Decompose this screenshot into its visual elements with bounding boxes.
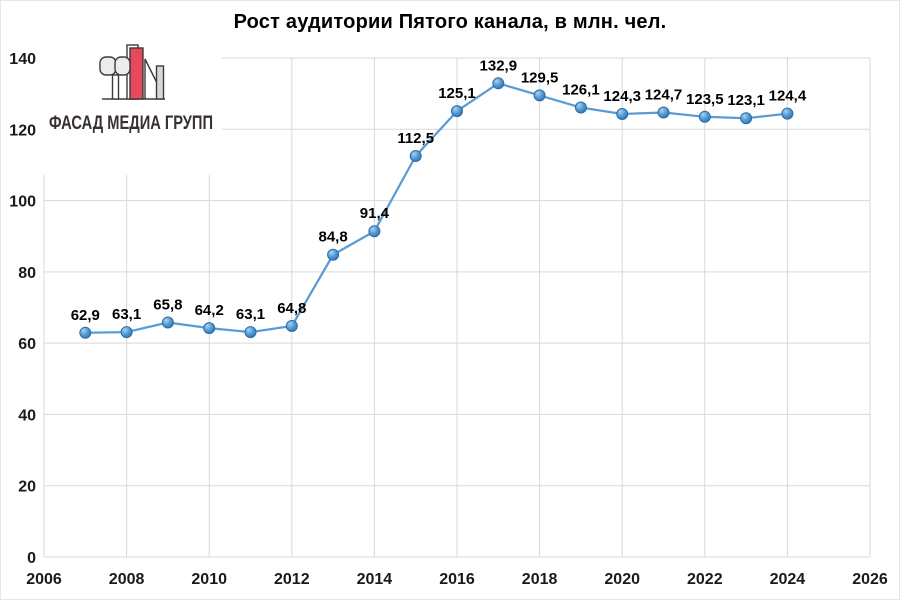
- logo-text: ФАСАД МЕДИА ГРУПП: [49, 113, 213, 134]
- data-point-marker: [203, 322, 216, 335]
- data-point-marker: [161, 316, 174, 329]
- data-point-label: 64,8: [277, 300, 306, 317]
- x-axis-tick-label: 2022: [687, 571, 723, 588]
- x-axis-tick-label: 2012: [274, 571, 310, 588]
- logo-m-stroke: [144, 58, 158, 99]
- x-axis-tick-label: 2014: [357, 571, 393, 588]
- data-point-label: 63,1: [112, 306, 141, 323]
- x-axis-tick-label: 2010: [191, 571, 227, 588]
- data-point-marker: [616, 107, 629, 120]
- data-point-marker: [781, 107, 794, 120]
- x-axis-tick-label: 2016: [439, 571, 475, 588]
- data-point-label: 124,4: [769, 88, 807, 105]
- x-axis-tick-label: 2006: [26, 571, 62, 588]
- data-point-label: 123,5: [686, 91, 724, 108]
- logo: ФАСАД МЕДИА ГРУПП: [40, 20, 222, 175]
- y-axis-tick-label: 100: [9, 194, 36, 211]
- y-axis-tick-label: 40: [18, 407, 36, 424]
- chart-title: Рост аудитории Пятого канала, в млн. чел…: [233, 11, 667, 33]
- data-point-marker: [492, 77, 505, 90]
- data-point-label: 84,8: [318, 229, 347, 246]
- y-axis-tick-label: 140: [9, 51, 36, 68]
- logo-red-bar: [129, 47, 144, 100]
- data-point-label: 64,2: [195, 302, 224, 319]
- data-point-label: 62,9: [71, 307, 100, 324]
- data-point-label: 124,7: [645, 87, 683, 104]
- data-point-label: 112,5: [397, 130, 434, 147]
- data-point-marker: [327, 248, 340, 261]
- data-point-label: 125,1: [438, 85, 476, 102]
- data-point-marker: [451, 105, 463, 118]
- data-point-marker: [285, 320, 298, 333]
- data-point-label: 129,5: [521, 69, 559, 86]
- data-point-marker: [698, 110, 711, 123]
- x-axis-tick-label: 2018: [522, 571, 558, 588]
- data-point-marker: [657, 106, 670, 119]
- y-axis-tick-label: 20: [18, 479, 36, 496]
- y-axis-tick-label: 0: [27, 550, 36, 567]
- data-point-marker: [740, 112, 753, 125]
- logo-gray-bar: [155, 65, 165, 100]
- data-point-label: 63,1: [236, 306, 265, 323]
- logo-icon: ФАСАД МЕДИА ГРУПП: [49, 44, 213, 134]
- data-point-marker: [574, 101, 587, 114]
- data-point-label: 123,1: [727, 92, 765, 109]
- data-point-marker: [368, 225, 381, 238]
- data-point-label: 124,3: [603, 88, 641, 105]
- data-point-marker: [79, 326, 92, 339]
- y-axis-tick-label: 80: [18, 265, 36, 282]
- x-axis-tick-label: 2026: [852, 571, 888, 588]
- data-point-marker: [409, 150, 422, 163]
- logo-stem: [111, 74, 120, 100]
- logo-pill-right: [114, 56, 131, 76]
- data-point-label: 132,9: [480, 57, 518, 74]
- data-point-marker: [120, 326, 133, 339]
- x-axis-tick-label: 2020: [604, 571, 640, 588]
- y-axis-tick-label: 60: [18, 336, 36, 353]
- x-axis-tick-label: 2008: [109, 571, 145, 588]
- data-point-label: 126,1: [562, 82, 600, 99]
- data-point-label: 65,8: [153, 296, 182, 313]
- y-axis-tick-label: 120: [9, 122, 36, 139]
- audience-line: [84, 82, 789, 334]
- data-point-label: 91,4: [360, 205, 390, 222]
- data-point-marker: [244, 326, 257, 339]
- x-axis-tick-label: 2024: [770, 571, 806, 588]
- logo-pill-left: [99, 56, 117, 76]
- data-point-marker: [533, 89, 546, 102]
